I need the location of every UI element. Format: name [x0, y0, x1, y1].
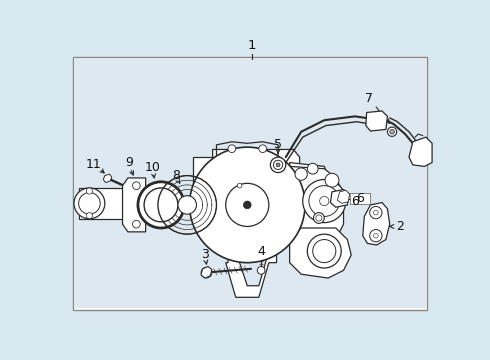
Circle shape	[303, 180, 346, 222]
Circle shape	[74, 188, 105, 219]
Circle shape	[133, 182, 140, 189]
Circle shape	[273, 160, 283, 170]
Circle shape	[373, 233, 378, 238]
Text: 6: 6	[351, 194, 359, 208]
Circle shape	[237, 183, 242, 188]
Circle shape	[257, 266, 265, 274]
Circle shape	[144, 188, 178, 222]
Circle shape	[86, 188, 93, 194]
Circle shape	[314, 213, 324, 223]
Polygon shape	[226, 251, 276, 297]
Polygon shape	[201, 266, 212, 278]
Polygon shape	[194, 157, 224, 197]
Polygon shape	[330, 189, 349, 207]
Polygon shape	[282, 166, 343, 245]
Polygon shape	[122, 178, 146, 232]
Polygon shape	[103, 174, 112, 183]
Text: 8: 8	[172, 169, 180, 182]
Circle shape	[86, 213, 93, 219]
Polygon shape	[409, 137, 432, 166]
Circle shape	[276, 163, 280, 167]
Circle shape	[190, 147, 305, 263]
Circle shape	[78, 193, 100, 214]
Circle shape	[228, 145, 236, 153]
Circle shape	[316, 215, 322, 221]
Text: 1: 1	[247, 40, 256, 53]
Circle shape	[369, 206, 382, 219]
Circle shape	[325, 173, 339, 187]
Circle shape	[270, 157, 286, 172]
Text: 6: 6	[357, 192, 365, 205]
Circle shape	[201, 267, 212, 278]
Circle shape	[307, 234, 341, 268]
Circle shape	[373, 210, 378, 215]
Circle shape	[369, 230, 382, 242]
Circle shape	[309, 186, 340, 216]
Text: 11: 11	[85, 158, 101, 171]
Polygon shape	[363, 203, 390, 245]
Circle shape	[319, 197, 329, 206]
Text: 2: 2	[396, 220, 404, 233]
Circle shape	[388, 127, 397, 136]
Text: 10: 10	[145, 161, 161, 175]
Circle shape	[226, 183, 269, 226]
Circle shape	[244, 201, 251, 209]
Polygon shape	[290, 163, 332, 236]
Text: 4: 4	[257, 244, 265, 258]
Circle shape	[307, 163, 318, 174]
Circle shape	[178, 195, 196, 214]
Text: 5: 5	[274, 138, 282, 151]
Polygon shape	[290, 228, 351, 278]
Circle shape	[313, 239, 336, 263]
Text: 3: 3	[201, 248, 209, 261]
Bar	[79, 188, 129, 219]
Polygon shape	[337, 190, 350, 203]
Text: 7: 7	[365, 92, 373, 105]
Polygon shape	[213, 149, 300, 178]
Circle shape	[138, 182, 184, 228]
Circle shape	[295, 168, 307, 180]
Bar	[350, 193, 370, 204]
Circle shape	[259, 145, 267, 153]
Circle shape	[133, 220, 140, 228]
Text: 9: 9	[125, 156, 133, 169]
Polygon shape	[366, 111, 388, 131]
Circle shape	[390, 130, 394, 134]
